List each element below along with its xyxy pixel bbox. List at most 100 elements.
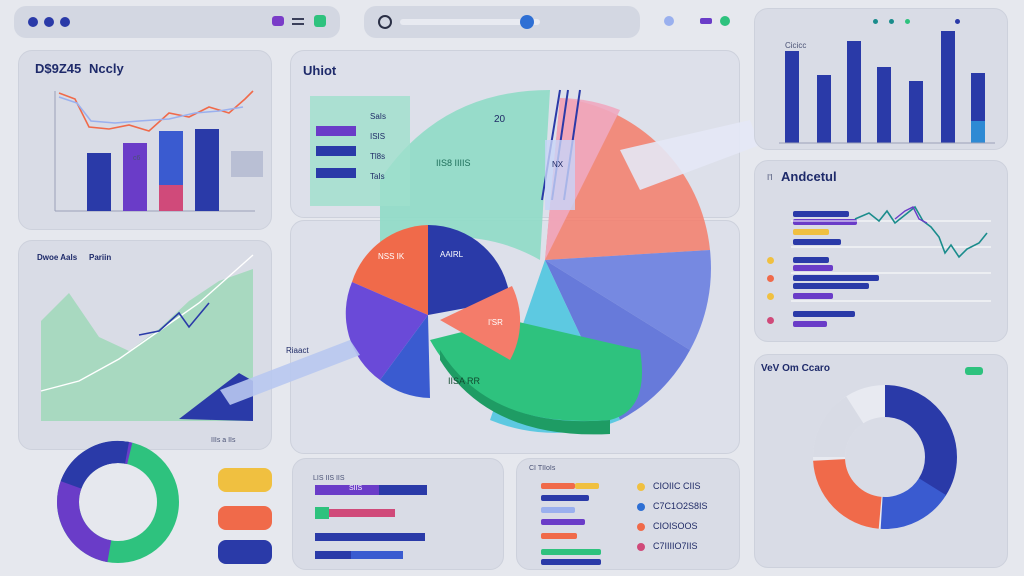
- window-dot-icon[interactable]: [44, 17, 54, 27]
- apps-icon[interactable]: [272, 16, 284, 26]
- list-item: CIOISOOS: [653, 521, 698, 531]
- donut-chart-right: [813, 385, 957, 529]
- hbar: [793, 219, 857, 225]
- toggle-button[interactable]: [965, 367, 983, 375]
- donut-chart-bottom-left: [56, 441, 179, 563]
- panel-footer: IIIs a IIs: [211, 437, 236, 444]
- hbar: [315, 551, 351, 559]
- hbar: [793, 211, 849, 217]
- legend-dot-icon: [637, 483, 645, 491]
- hbar: [575, 483, 599, 489]
- panel-left-mid: Dwoe Aals Pariin IIIs a IIs: [18, 240, 272, 450]
- hbar: [793, 265, 833, 271]
- chart-bar: [159, 185, 183, 211]
- panel-bottom-center-right: CI TIIoIs CIOIIC CIIS C7C1O2S8IS CIOISOO…: [516, 458, 740, 570]
- panel-title: Andcetul: [781, 169, 837, 184]
- hbar: [793, 321, 827, 327]
- hbar: [793, 283, 869, 289]
- status-dot-icon: [889, 19, 894, 24]
- legend-dot-icon: [637, 503, 645, 511]
- legend-item: ISIS: [370, 132, 386, 141]
- bar-label: c6: [133, 155, 141, 162]
- chart-bar: [195, 129, 219, 211]
- pie-chart-main: [210, 89, 760, 435]
- legend-dot-icon: [767, 275, 774, 282]
- list-item: C7IIIIO7IIS: [653, 541, 698, 551]
- hbar: [793, 293, 833, 299]
- list-item: CIOIIC CIIS: [653, 481, 701, 491]
- panel-title: Cicicc: [785, 41, 807, 50]
- legend-dot-icon: [637, 543, 645, 551]
- user-icon[interactable]: [520, 15, 534, 29]
- status-dot-icon: [664, 16, 674, 26]
- arrow-label: 20: [494, 114, 506, 125]
- legend-button[interactable]: [218, 540, 272, 564]
- hbar: [315, 533, 425, 541]
- status-dot-icon: [873, 19, 878, 24]
- hbar: [541, 533, 577, 539]
- legend-item: SaIs: [370, 112, 387, 121]
- pie-slice-label: AAIRL: [440, 250, 464, 259]
- panel-header: Pariin: [89, 253, 112, 262]
- search-input[interactable]: [400, 19, 540, 25]
- legend-item: Tl8s: [370, 152, 386, 161]
- hbar: [315, 509, 395, 517]
- list-item: C7C1O2S8IS: [653, 501, 708, 511]
- hbar: [315, 485, 379, 495]
- chart-bar: [123, 143, 147, 211]
- search-icon[interactable]: [378, 15, 392, 29]
- window-dot-icon[interactable]: [28, 17, 38, 27]
- hbar: [541, 559, 601, 565]
- top-toolbar-left: [14, 6, 340, 38]
- hbar: [541, 495, 589, 501]
- wedge-label: IIS8 IIIIS: [436, 158, 471, 168]
- vertical-bar-chart: [779, 31, 995, 144]
- legend-dot-icon: [637, 523, 645, 531]
- menu-icon[interactable]: [292, 18, 304, 25]
- hbar: [793, 311, 855, 317]
- flag-icon[interactable]: [314, 15, 326, 27]
- hbar: [793, 257, 829, 263]
- pie-slice-label: NSS IK: [378, 252, 405, 261]
- legend-dot-icon: [767, 293, 774, 300]
- chart-line: [58, 90, 254, 132]
- legend-button[interactable]: [218, 506, 272, 530]
- panel-prefix: I'l: [767, 173, 773, 182]
- panel-title: VeV Om Ccaro: [761, 363, 830, 374]
- search-bar[interactable]: [364, 6, 640, 38]
- legend-dot-icon: [767, 317, 774, 324]
- hbar: [541, 507, 575, 513]
- panel-title: Uhiot: [303, 63, 337, 78]
- hbar: [541, 519, 585, 525]
- legend-dot-icon: [767, 257, 774, 264]
- hbar: [379, 485, 427, 495]
- panel-bottom-center-left: LIS IIS IIS SIIS: [292, 458, 504, 570]
- legend-button[interactable]: [218, 468, 272, 492]
- status-dot-icon: [905, 19, 910, 24]
- status-dot-icon: [720, 16, 730, 26]
- window-dot-icon[interactable]: [60, 17, 70, 27]
- hbar: [793, 239, 841, 245]
- pie-slice-label: IISA RR: [448, 376, 481, 386]
- panel-header: Dwoe Aals: [37, 253, 78, 262]
- panel-header: LIS IIS IIS: [313, 475, 345, 482]
- status-dot-icon: [955, 19, 960, 24]
- hbar: [315, 507, 329, 519]
- panel-right-top: Cicicc: [754, 8, 1008, 150]
- line-bar-chart: [54, 90, 263, 212]
- area-chart: [40, 254, 254, 421]
- chart-bar: [87, 153, 111, 211]
- pointer-label: Riaact: [286, 346, 309, 355]
- hbar: [541, 483, 575, 489]
- panel-title-code: D$9Z45: [35, 61, 82, 76]
- panel-top-left: D$9Z45 Nccly c6: [18, 50, 272, 230]
- chart-line: [58, 96, 244, 124]
- toggle-icon[interactable]: [700, 18, 712, 24]
- panel-title-name: Nccly: [89, 61, 124, 76]
- panel-right-mid: I'l Andcetul: [754, 160, 1008, 342]
- chip-label: SIIS: [349, 485, 363, 492]
- panel-title: CI TIIoIs: [529, 465, 556, 472]
- hbar: [793, 275, 879, 281]
- hbar: [793, 229, 829, 235]
- legend-item: TaIs: [370, 172, 385, 181]
